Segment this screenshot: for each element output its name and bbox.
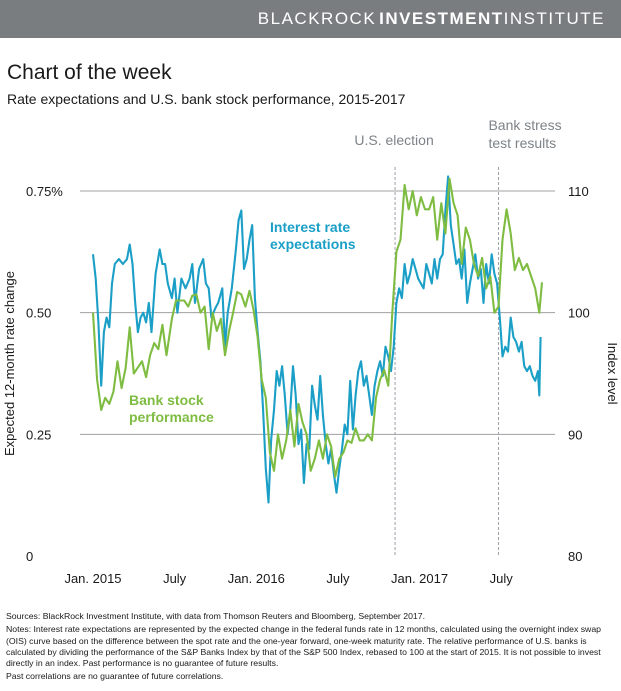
event-label-1: test results — [488, 135, 556, 151]
brand-name: BLACKROCK — [257, 9, 377, 28]
line-chart: 0 0.25 0.50 0.75% 80 90 100 110 Jan. 2015 July Jan… — [2, 117, 620, 586]
page-title: Chart of the week — [7, 61, 172, 84]
event-label-0: U.S. election — [354, 132, 433, 148]
x-tick-label: Jan. 2015 — [64, 571, 121, 586]
y-left-tick-label: 0 — [26, 549, 33, 564]
methodology-note: Notes: Interest rate expectations are re… — [6, 624, 601, 669]
x-tick-label: Jan. 2017 — [391, 571, 448, 586]
brand-institute: INSTITUTE — [503, 9, 605, 28]
event-label-1: Bank stress — [488, 117, 561, 133]
annotation-rate: Interest rate — [270, 219, 350, 235]
series-line-bank — [91, 177, 544, 478]
brand-logo: BLACKROCK INVESTMENTINSTITUTE — [258, 9, 605, 29]
sources-note: Sources: BlackRock Investment Institute,… — [6, 611, 425, 621]
annotation-rate: expectations — [270, 236, 356, 252]
y-left-tick-label: 0.25 — [26, 427, 51, 442]
brand-investment: INVESTMENT — [379, 9, 504, 28]
y-right-tick-label: 80 — [568, 549, 582, 564]
y-right-tick-label: 110 — [568, 184, 589, 199]
annotation-bank: Bank stock — [129, 392, 204, 408]
y-left-axis-title: Expected 12-month rate change — [2, 271, 17, 456]
footnotes: Sources: BlackRock Investment Institute,… — [6, 611, 616, 685]
x-tick-label: July — [163, 571, 187, 586]
y-left-tick-label: 0.50 — [26, 306, 51, 321]
y-right-axis-title: Index level — [605, 342, 620, 404]
y-left-tick-label: 0.75% — [26, 184, 63, 199]
y-right-tick-label: 100 — [568, 306, 590, 321]
x-tick-label: Jan. 2016 — [228, 571, 285, 586]
x-tick-label: July — [490, 571, 514, 586]
y-right-tick-label: 90 — [568, 427, 582, 442]
brand-bar: BLACKROCK INVESTMENTINSTITUTE — [0, 0, 621, 38]
chart-subtitle: Rate expectations and U.S. bank stock pe… — [7, 91, 406, 107]
series-line-rate — [91, 175, 542, 504]
annotation-bank: performance — [129, 409, 214, 425]
disclaimer-note: Past correlations are no guarantee of fu… — [6, 671, 224, 682]
x-tick-label: July — [326, 571, 350, 586]
